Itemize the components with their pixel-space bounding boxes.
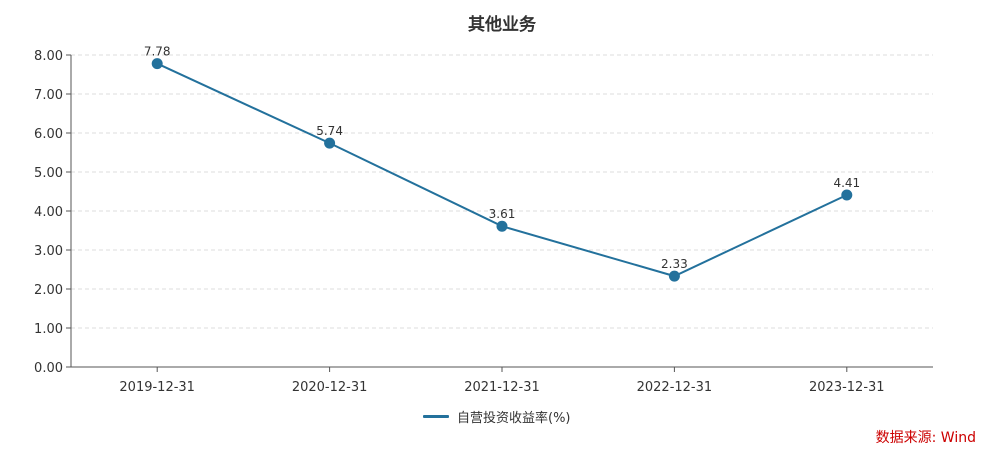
x-tick-label: 2022-12-31: [637, 380, 713, 395]
y-tick-label: 3.00: [34, 244, 63, 259]
grid-lines: [71, 54, 933, 329]
axes: 0.00 1.00 2.00 3.00 4.00 5.00 6.00 7.00 8.00 2019…: [34, 49, 933, 395]
y-tick-label: 7.00: [34, 88, 63, 103]
data-point: [324, 137, 336, 149]
y-tick-label: 6.00: [34, 127, 63, 142]
data-label: 4.41: [833, 176, 860, 190]
y-tick-label: 5.00: [34, 166, 63, 181]
series-line: [151, 58, 853, 282]
data-point: [841, 189, 853, 201]
x-tick-label: 2023-12-31: [809, 380, 885, 395]
y-tick-label: 4.00: [34, 205, 63, 220]
data-label: 3.61: [489, 207, 516, 221]
data-labels: 7.78 5.74 3.61 2.33 4.41: [144, 45, 860, 272]
x-tick-label: 2021-12-31: [464, 380, 540, 395]
x-tick-label: 2019-12-31: [119, 380, 195, 395]
data-label: 5.74: [316, 124, 343, 138]
y-tick-label: 1.00: [34, 322, 63, 337]
data-label: 7.78: [144, 45, 171, 59]
data-source-note: 数据来源: Wind: [875, 430, 976, 446]
y-tick-label: 8.00: [34, 49, 63, 64]
data-label: 2.33: [661, 257, 688, 271]
chart-title: 其他业务: [468, 15, 536, 35]
legend[interactable]: 自营投资收益率(%): [423, 406, 571, 426]
legend-swatch: [423, 414, 449, 418]
y-tick-label: 0.00: [34, 361, 63, 376]
legend-label: 自营投资收益率(%): [457, 410, 571, 426]
series-polyline: [156, 62, 848, 278]
x-tick-label: 2020-12-31: [292, 380, 368, 395]
data-point: [151, 58, 163, 70]
y-tick-label: 2.00: [34, 283, 63, 298]
data-point: [496, 220, 508, 232]
data-point: [668, 270, 680, 282]
